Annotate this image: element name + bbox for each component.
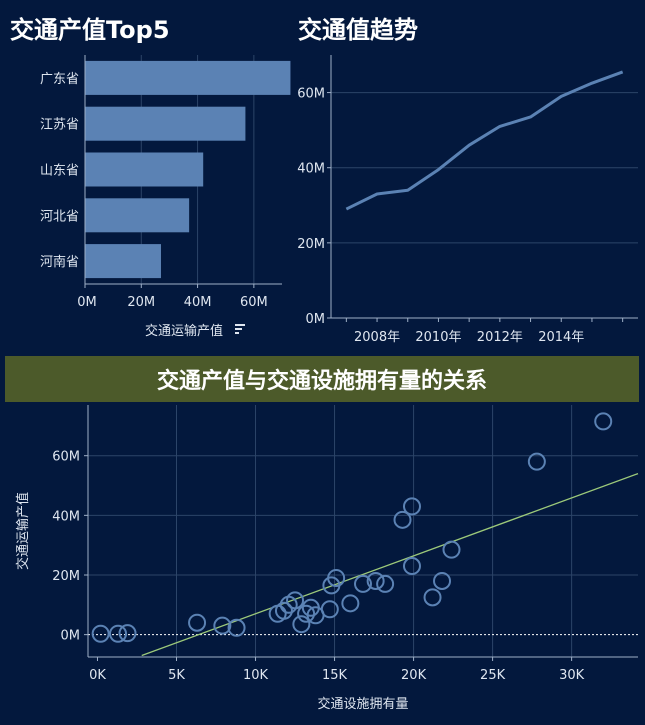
x-tick-label: 20M: [127, 295, 155, 310]
x-axis-title: 交通运输产值: [145, 323, 223, 339]
bar: [85, 244, 161, 279]
category-label: 河北省: [40, 209, 79, 224]
bar: [85, 198, 190, 233]
bar: [85, 60, 291, 95]
x-tick-label: 40M: [184, 295, 212, 310]
x-tick-label: 60M: [240, 295, 268, 310]
scatter-title-banner: 交通产值与交通设施拥有量的关系: [5, 356, 639, 402]
category-label: 广东省: [40, 72, 79, 87]
sort-descending-icon[interactable]: [235, 324, 245, 334]
category-label: 河南省: [40, 254, 79, 270]
category-label: 山东省: [40, 164, 79, 179]
bar-chart-title: 交通产值Top5: [10, 16, 170, 44]
category-label: 江苏省: [40, 117, 79, 133]
bar: [85, 106, 246, 141]
bar: [85, 152, 204, 187]
line-chart-title: 交通值趋势: [298, 16, 418, 44]
scatter-chart-title: 交通产值与交通设施拥有量的关系: [156, 368, 487, 394]
x-tick-label: 0M: [77, 295, 97, 310]
